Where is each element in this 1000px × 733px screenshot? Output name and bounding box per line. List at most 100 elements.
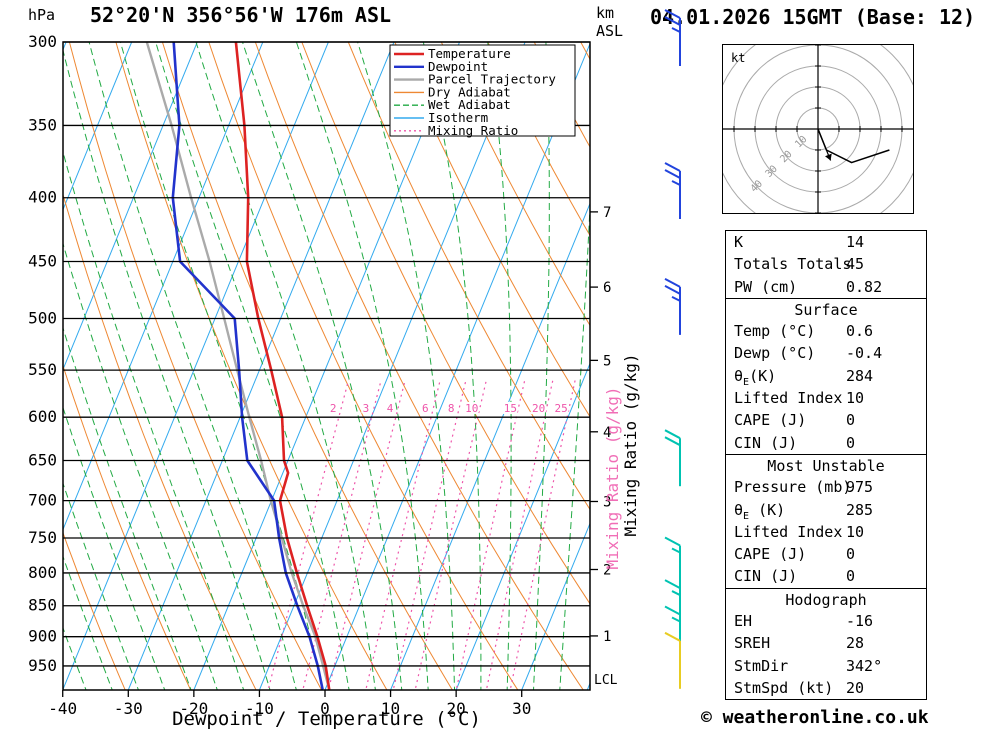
svg-text:25: 25	[554, 402, 567, 415]
table-row-label: Temp (°C)	[734, 322, 816, 341]
table-row: Pressure (mb) 975	[726, 476, 926, 498]
svg-text:3: 3	[363, 402, 370, 415]
table-row-value: 0	[846, 567, 856, 586]
table-section-header: Surface	[726, 297, 926, 320]
table-row-value: 10	[846, 389, 865, 408]
table-row-value: 20	[846, 678, 865, 697]
svg-text:450: 450	[28, 251, 57, 270]
dry-adiabat-lines	[63, 42, 590, 690]
altitude-unit-km-label: km	[596, 4, 615, 22]
svg-text:300: 300	[28, 32, 57, 51]
table-row-label: Pressure (mb)	[734, 478, 852, 497]
svg-text:3: 3	[603, 494, 611, 510]
temperature-curve	[234, 42, 331, 690]
svg-text:4: 4	[387, 402, 394, 415]
table-row-label: PW (cm)	[734, 277, 798, 296]
table-row-label: Dewp (°C)	[734, 344, 816, 363]
svg-text:30: 30	[512, 699, 531, 718]
table-row: θE(K) 284	[726, 365, 926, 388]
svg-text:950: 950	[28, 656, 57, 675]
legend-label-4: Wet Adiabat	[428, 97, 511, 112]
page-title: 52°20'N 356°56'W 176m ASL	[90, 3, 392, 27]
pressure-unit-label: hPa	[28, 6, 56, 24]
legend-label-1: Dewpoint	[428, 59, 488, 74]
svg-text:15: 15	[504, 402, 517, 415]
table-row-value: 0	[846, 411, 856, 430]
pressure-tick-labels: 300 350 400 450 500 550 600 650 700 750 800 850 900 9…	[28, 32, 57, 675]
table-row: Dewp (°C) -0.4	[726, 342, 926, 364]
mixing-ratio-axis-label-pink: Mixing Ratio (g/kg)	[603, 386, 622, 569]
wind-barbs	[664, 9, 681, 689]
table-row: K 14	[726, 231, 926, 253]
table-row-label: K	[734, 233, 744, 251]
table-row: Lifted Index 10	[726, 387, 926, 409]
table-row-value: 28	[846, 634, 865, 653]
run-datetime: 04.01.2026 15GMT (Base: 12)	[650, 5, 976, 29]
svg-text:2: 2	[603, 563, 611, 579]
svg-text:6: 6	[422, 402, 429, 415]
table-row-label: EH	[734, 612, 753, 631]
svg-text:350: 350	[28, 115, 57, 134]
svg-text:650: 650	[28, 451, 57, 470]
legend-label-6: Mixing Ratio	[428, 123, 518, 138]
table-row-label: CIN (J)	[734, 567, 798, 586]
table-row: CAPE (J) 0	[726, 543, 926, 565]
table-row: Temp (°C) 0.6	[726, 320, 926, 342]
table-row-value: -16	[846, 612, 874, 631]
svg-text:850: 850	[28, 596, 57, 615]
altitude-unit-asl-label: ASL	[596, 22, 624, 40]
svg-text:10: 10	[465, 402, 478, 415]
svg-text:-10: -10	[245, 699, 274, 718]
svg-text:900: 900	[28, 627, 57, 646]
svg-text:750: 750	[28, 528, 57, 547]
table-row-label: StmSpd (kt)	[734, 678, 834, 697]
skewt-chart: 3003504004505005506006507007508008509009…	[28, 9, 681, 718]
svg-text:1: 1	[603, 629, 611, 645]
hodograph-unit-label: kt	[731, 51, 745, 65]
table-section-header: Most Unstable	[726, 453, 926, 476]
svg-text:10: 10	[793, 134, 809, 150]
table-row: θE (K) 285	[726, 499, 926, 522]
svg-text:500: 500	[28, 309, 57, 328]
copyright: © weatheronline.co.uk	[701, 707, 929, 728]
table-row-value: -0.4	[846, 344, 883, 363]
legend-label-2: Parcel Trajectory	[428, 72, 556, 87]
table-row-label: CAPE (J)	[734, 545, 807, 564]
table-row-value: 342°	[846, 656, 883, 675]
table-row: Lifted Index 10	[726, 521, 926, 543]
hodograph-ticks	[733, 45, 903, 213]
legend-label-5: Isotherm	[428, 110, 488, 125]
legend-label-3: Dry Adiabat	[428, 84, 511, 99]
svg-text:20: 20	[532, 402, 545, 415]
svg-text:700: 700	[28, 491, 57, 510]
svg-text:2: 2	[330, 402, 337, 415]
chart-frame	[62, 41, 591, 691]
table-row: StmSpd (kt) 20	[726, 677, 926, 699]
table-row-value: 285	[846, 500, 874, 519]
svg-text:5: 5	[603, 353, 611, 369]
svg-text:20: 20	[447, 699, 466, 718]
table-row: EH -16	[726, 610, 926, 632]
table-row-value: 0.82	[846, 277, 883, 296]
table-row-value: 10	[846, 522, 865, 541]
table-row: CAPE (J) 0	[726, 409, 926, 431]
legend-label-0: Temperature	[428, 46, 511, 61]
table-row-label: Hodograph	[785, 590, 867, 609]
table-row: StmDir 342°	[726, 655, 926, 677]
svg-text:550: 550	[28, 360, 57, 379]
table-row-label: θE(K)	[734, 366, 777, 388]
mixing-ratio-axis-label: Mixing Ratio (g/kg)	[621, 353, 640, 536]
table-row-label: Totals Totals	[734, 255, 852, 274]
svg-text:8: 8	[448, 402, 455, 415]
table-row-value: 0	[846, 545, 856, 564]
x-ticks	[62, 690, 523, 697]
table-row: CIN (J) 0	[726, 432, 926, 454]
table-row-value: 0.6	[846, 322, 874, 341]
x-axis-label: Dewpoint / Temperature (°C)	[172, 708, 481, 730]
table-row-label: StmDir	[734, 656, 789, 675]
table-row-label: θE (K)	[734, 500, 786, 522]
svg-text:-20: -20	[179, 699, 208, 718]
table-row-value: 14	[846, 233, 865, 251]
